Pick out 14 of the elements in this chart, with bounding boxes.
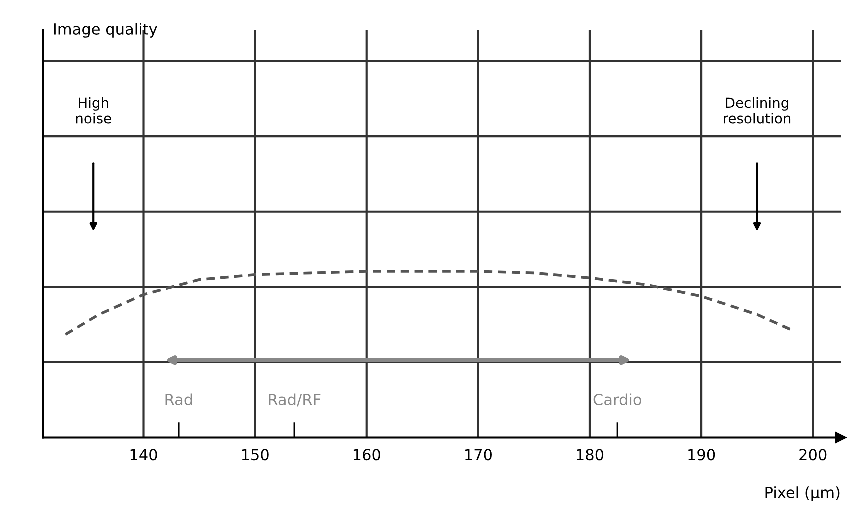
x-tick-label: 150 bbox=[242, 449, 269, 461]
annotation: Rad bbox=[166, 394, 192, 406]
annotation: Rad/RF bbox=[269, 394, 321, 407]
x-tick-label: 190 bbox=[688, 449, 716, 461]
text: Image quality bbox=[54, 23, 158, 38]
x-tick-label: 160 bbox=[354, 449, 380, 461]
x-tick-label: 180 bbox=[577, 449, 604, 461]
x-axis-title: Pixel (µm) bbox=[766, 486, 840, 502]
x-tick-label: 140 bbox=[130, 449, 158, 461]
annotation: Cardio bbox=[594, 394, 642, 406]
text: High noise bbox=[76, 97, 112, 124]
text: Declining resolution bbox=[724, 97, 791, 124]
x-tick-label: 170 bbox=[466, 449, 492, 461]
x-tick-label: 200 bbox=[800, 449, 827, 461]
